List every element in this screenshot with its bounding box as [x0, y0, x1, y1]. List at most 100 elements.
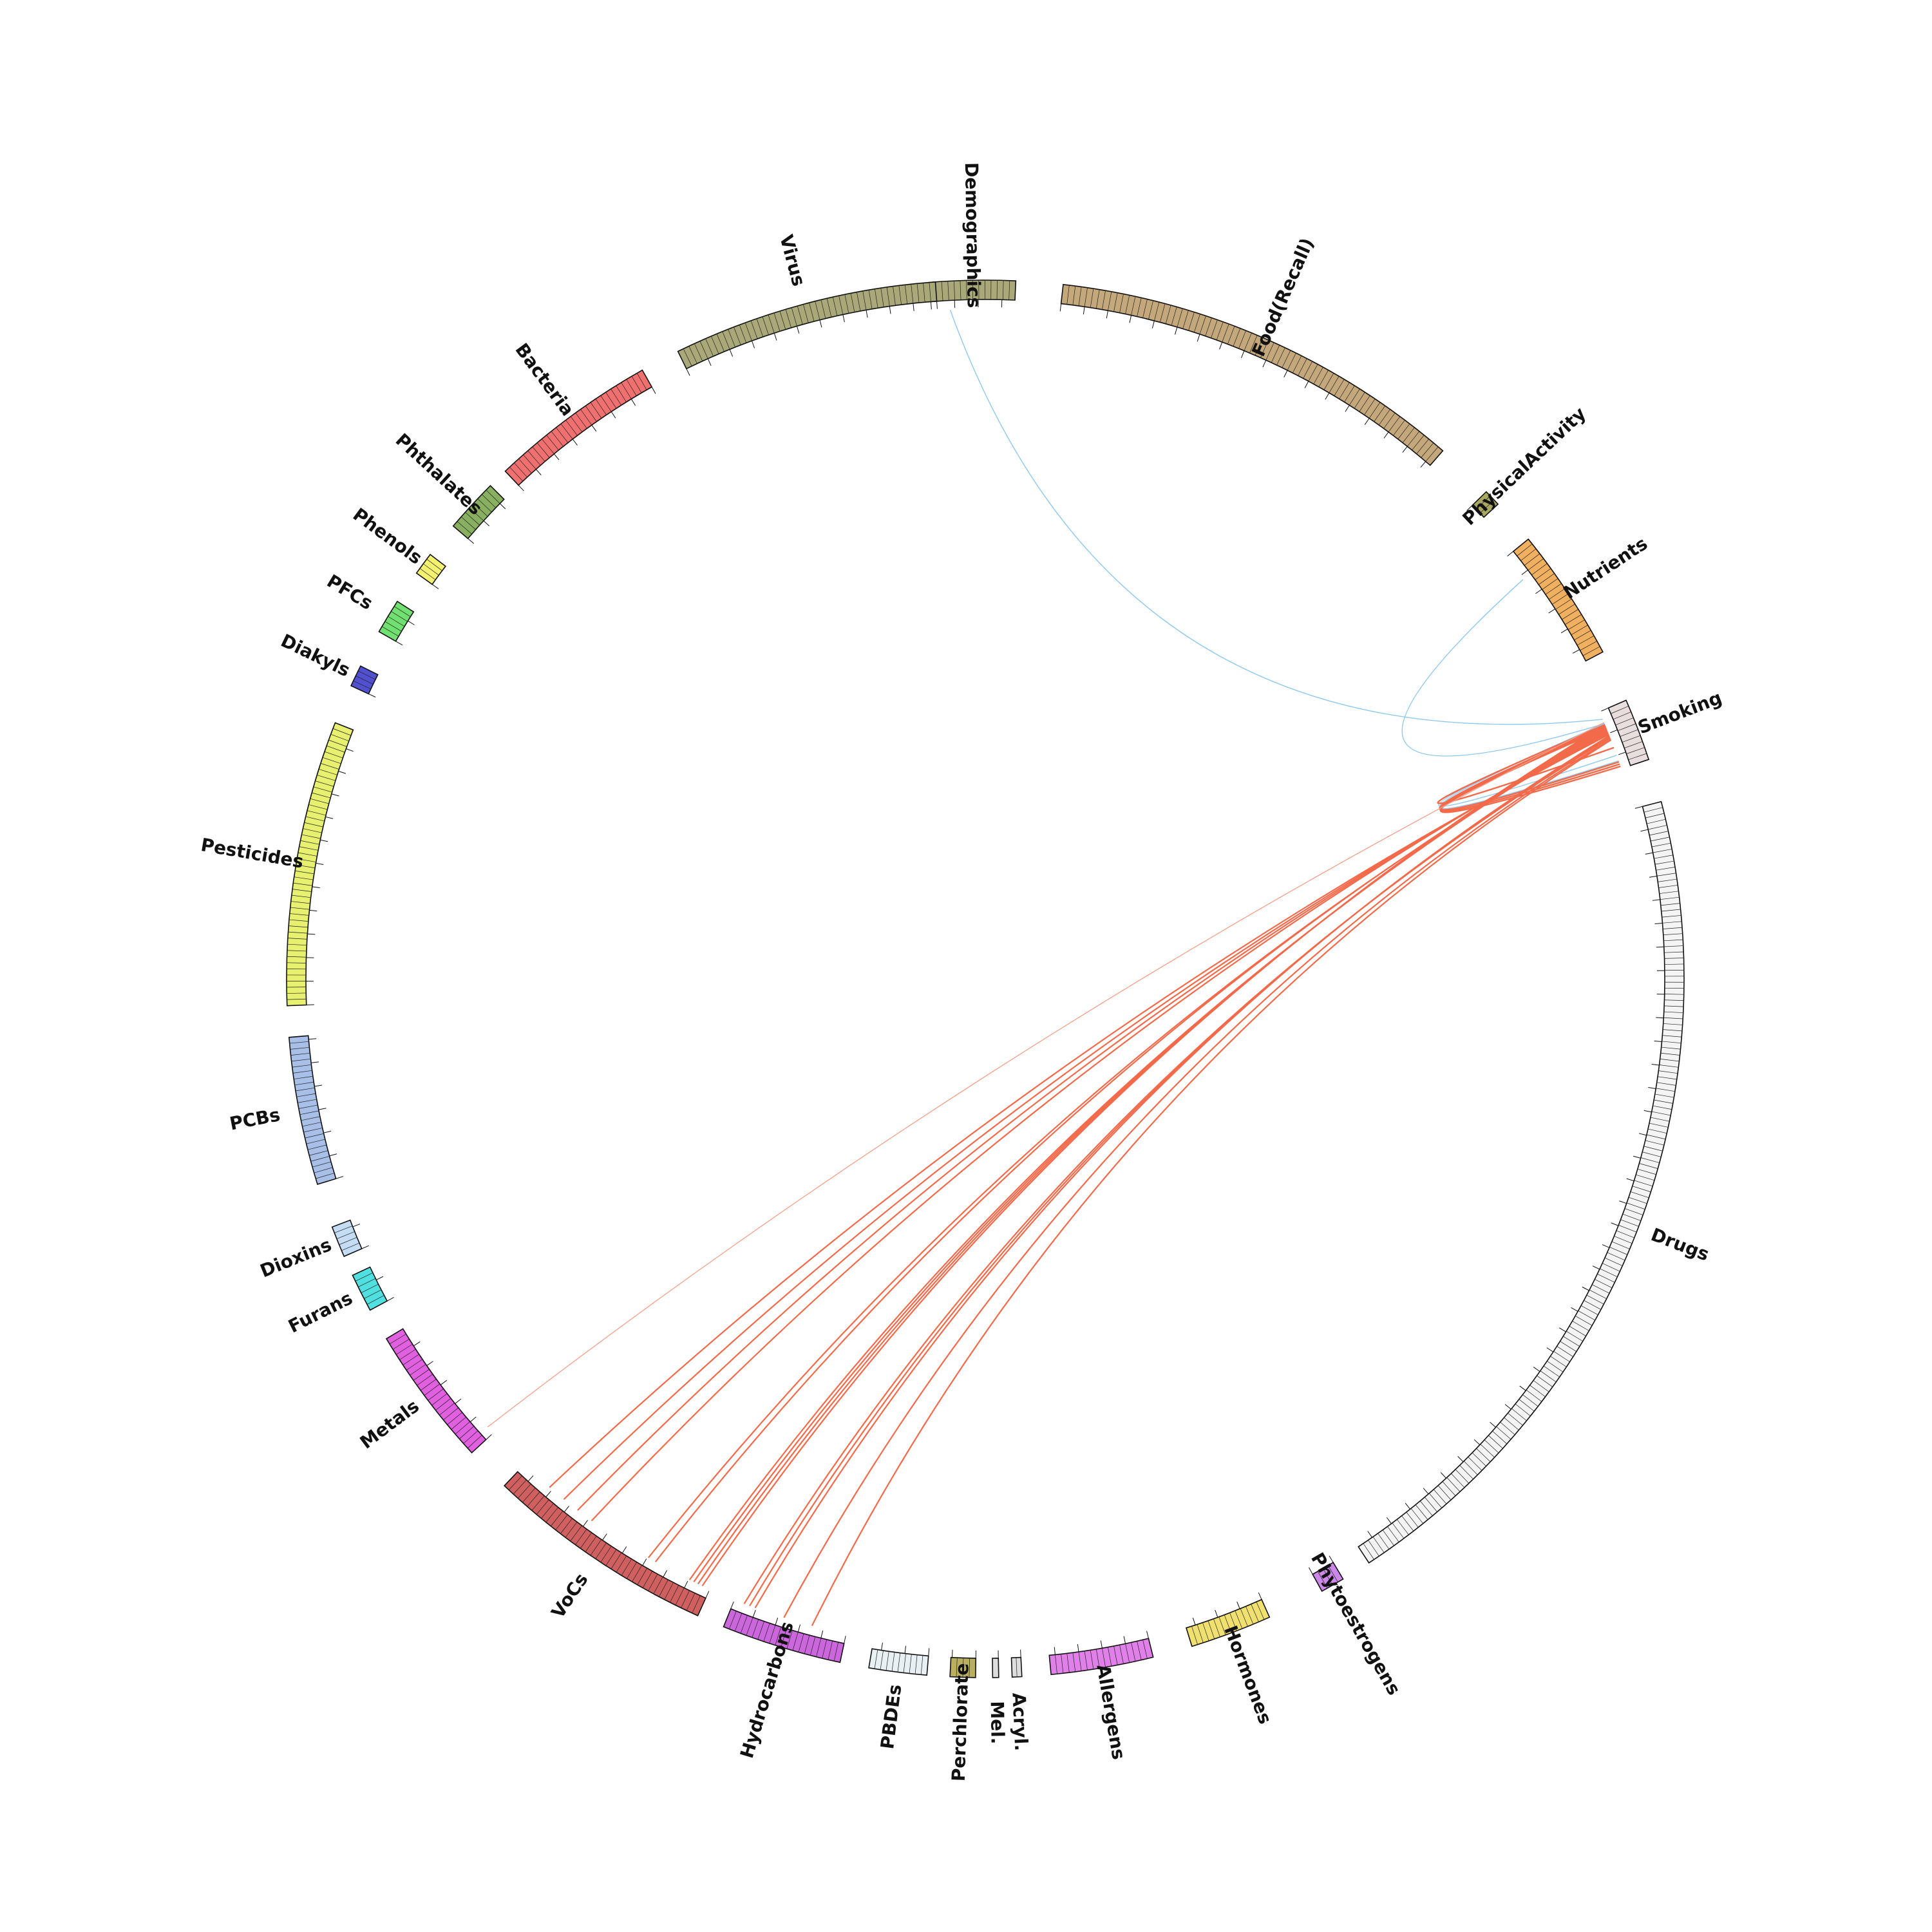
- segment-variable-line: [1476, 495, 1491, 509]
- segment-variable-line: [402, 1354, 419, 1365]
- segment-tick: [1643, 1110, 1652, 1113]
- segment-tick: [1309, 1567, 1313, 1575]
- segment-variable-line: [460, 516, 476, 530]
- segment-tick: [1440, 1472, 1446, 1479]
- segment-variable-line: [683, 348, 692, 366]
- segment-tick: [1634, 806, 1643, 809]
- segment-variable-line: [785, 309, 791, 328]
- segment-label-metals: Metals: [356, 1396, 423, 1454]
- segment-variable-line: [1548, 588, 1566, 600]
- segment-variable-line: [1374, 405, 1386, 422]
- segment-variable-line: [1442, 1481, 1456, 1496]
- segment-variable-line: [797, 305, 803, 325]
- segment-variable-line: [334, 1226, 353, 1233]
- segment-tick: [1521, 569, 1528, 575]
- segment-variable-line: [595, 399, 607, 415]
- segment-tick: [1466, 505, 1473, 511]
- segment-variable-line: [692, 1595, 701, 1614]
- segment-variable-line: [1131, 296, 1136, 316]
- segment-variable-line: [875, 289, 878, 308]
- segment-variable-line: [773, 312, 781, 332]
- segment-tick: [820, 1630, 824, 1638]
- segment-variable-line: [419, 568, 436, 580]
- segment-pbdes: [868, 1642, 930, 1676]
- segment-variable-line: [804, 1634, 810, 1654]
- link-chord: [688, 727, 1607, 1580]
- segment-tick: [1533, 1367, 1540, 1372]
- segment-variable-line: [303, 1128, 323, 1133]
- segment-variable-line: [636, 373, 647, 390]
- segment-variable-line: [1406, 1511, 1419, 1528]
- segment-variable-line: [560, 1518, 573, 1534]
- segment-band-virus: [677, 281, 938, 370]
- segment-tick: [844, 1636, 846, 1644]
- segment-variable-line: [1372, 1537, 1385, 1553]
- segment-variable-line: [1663, 1017, 1683, 1019]
- segment-variable-line: [1654, 1099, 1673, 1104]
- segment-variable-line: [451, 1417, 466, 1430]
- segment-variable-line: [1229, 1613, 1237, 1631]
- segment-label-pcbs: PCBs: [228, 1104, 282, 1134]
- segment-variable-line: [328, 739, 347, 747]
- segment-tick: [1648, 1087, 1656, 1089]
- segment-variable-line: [1624, 741, 1643, 748]
- segment-variable-line: [1455, 1469, 1470, 1484]
- segment-variable-line: [611, 388, 621, 406]
- segment-pfcs: [378, 600, 415, 646]
- segment-variable-line: [395, 1343, 413, 1355]
- segment-variable-line: [897, 1653, 901, 1672]
- segment-variable-line: [1553, 1350, 1570, 1362]
- segment-variable-line: [1620, 1219, 1639, 1227]
- segment-variable-line: [301, 834, 321, 839]
- segment-demographics: [929, 279, 1017, 310]
- segment-tick: [386, 1297, 394, 1302]
- segment-tick: [1146, 1631, 1149, 1639]
- segment-mel: [992, 1650, 999, 1678]
- segment-variable-line: [399, 1349, 416, 1360]
- segment-tick: [730, 1601, 734, 1609]
- segment-tick: [1571, 1307, 1578, 1312]
- segment-variable-line: [1519, 1399, 1535, 1412]
- segment-variable-line: [1401, 1515, 1414, 1531]
- segment-variable-line: [1463, 1461, 1478, 1475]
- segment-variable-line: [1113, 292, 1118, 312]
- segment-variable-line: [675, 1587, 685, 1605]
- segment-variable-line: [459, 1426, 475, 1439]
- segment-variable-line: [1392, 1522, 1405, 1539]
- segment-variable-line: [330, 734, 349, 742]
- segment-variable-line: [616, 1555, 627, 1573]
- segment-label-hormones: Hormones: [1220, 1623, 1276, 1727]
- segment-variable-line: [659, 1579, 668, 1597]
- segment-variable-line: [642, 1571, 653, 1588]
- segment-label-demographics: Demographics: [961, 162, 985, 308]
- segment-variable-line: [914, 1654, 918, 1674]
- segment-phthalates: [452, 484, 506, 544]
- segment-variable-line: [1654, 1094, 1674, 1098]
- segment-tick: [323, 1130, 332, 1133]
- segment-smoking: [1601, 699, 1650, 766]
- segment-variable-line: [366, 1295, 384, 1305]
- segment-tick: [1651, 1064, 1660, 1066]
- segment-variable-line: [551, 1511, 564, 1526]
- segment-variable-line: [1531, 563, 1548, 576]
- segment-tick: [881, 1642, 883, 1651]
- segment-band-hydrocarbons: [723, 1608, 845, 1663]
- segment-tick: [553, 453, 560, 460]
- segment-variable-line: [1658, 878, 1677, 882]
- segment-variable-line: [1540, 1370, 1557, 1383]
- segment-variable-line: [310, 1156, 330, 1162]
- segment-variable-line: [1218, 1616, 1226, 1635]
- segment-variable-line: [1388, 416, 1401, 433]
- segment-variable-line: [1582, 646, 1600, 656]
- segment-variable-line: [798, 1633, 804, 1653]
- segment-tick: [913, 303, 914, 311]
- segment-label-dioxins: Dioxins: [257, 1234, 334, 1282]
- segment-variable-line: [1571, 625, 1588, 636]
- segment-tick: [499, 503, 506, 509]
- segment-variable-line: [1663, 939, 1683, 942]
- segment-variable-line: [1662, 921, 1682, 923]
- segment-tick: [1619, 1200, 1627, 1204]
- segment-variable-line: [1216, 321, 1224, 341]
- segment-tick: [1054, 1647, 1056, 1655]
- segment-variable-line: [290, 901, 310, 904]
